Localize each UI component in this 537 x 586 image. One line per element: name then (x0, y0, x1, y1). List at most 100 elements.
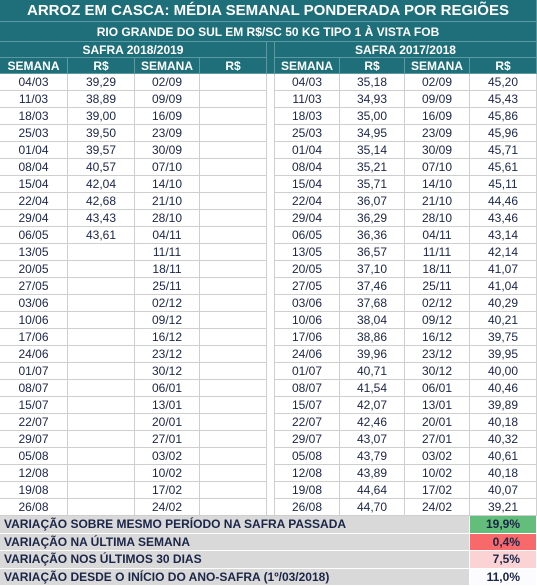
week-cell: 04/03 (0, 74, 68, 91)
week-cell: 06/05 (0, 227, 68, 244)
column-header: R$ (200, 58, 267, 74)
week-cell: 21/10 (135, 193, 200, 210)
week-cell: 09/12 (405, 312, 470, 329)
week-cell: 26/08 (0, 499, 68, 516)
week-cell: 18/03 (0, 108, 68, 125)
price-cell: 43,61 (68, 227, 135, 244)
price-cell (68, 482, 135, 499)
price-cell: 39,57 (68, 142, 135, 159)
week-cell: 22/07 (275, 414, 340, 431)
price-cell: 45,61 (470, 159, 537, 176)
week-cell: 15/04 (0, 176, 68, 193)
price-cell (200, 431, 267, 448)
week-cell: 22/04 (0, 193, 68, 210)
price-cell (68, 397, 135, 414)
column-header: SEMANA (275, 58, 340, 74)
price-cell: 40,29 (470, 295, 537, 312)
week-cell: 20/05 (0, 261, 68, 278)
price-cell (200, 363, 267, 380)
price-cell (200, 261, 267, 278)
week-cell: 06/01 (405, 380, 470, 397)
week-cell: 30/12 (405, 363, 470, 380)
week-cell: 17/02 (135, 482, 200, 499)
table-title: SAFRA 2017/2018 (275, 42, 537, 58)
week-cell: 08/04 (275, 159, 340, 176)
week-cell: 25/11 (405, 278, 470, 295)
week-cell: 13/01 (405, 397, 470, 414)
price-cell (200, 346, 267, 363)
title: ARROZ EM CASCA: MÉDIA SEMANAL PONDERADA … (0, 0, 537, 22)
price-cell (68, 312, 135, 329)
week-cell: 03/06 (275, 295, 340, 312)
week-cell: 01/04 (0, 142, 68, 159)
week-cell: 02/09 (405, 74, 470, 91)
gap-header (267, 42, 275, 74)
price-cell: 43,43 (68, 210, 135, 227)
price-cell: 43,79 (340, 448, 405, 465)
price-cell: 42,14 (470, 244, 537, 261)
week-cell: 06/05 (275, 227, 340, 244)
week-cell: 27/05 (0, 278, 68, 295)
price-cell (200, 414, 267, 431)
week-cell: 13/01 (135, 397, 200, 414)
price-cell: 39,00 (68, 108, 135, 125)
week-cell: 11/03 (0, 91, 68, 108)
price-cell: 40,00 (470, 363, 537, 380)
week-cell: 02/12 (135, 295, 200, 312)
price-cell: 40,46 (470, 380, 537, 397)
price-cell: 42,04 (68, 176, 135, 193)
summary-value: 19,9% (470, 516, 537, 534)
week-cell: 29/04 (275, 210, 340, 227)
price-cell: 38,86 (340, 329, 405, 346)
summary-value: 0,4% (470, 533, 537, 551)
week-cell: 24/02 (405, 499, 470, 516)
week-cell: 30/09 (405, 142, 470, 159)
price-cell: 37,10 (340, 261, 405, 278)
week-cell: 20/05 (275, 261, 340, 278)
price-cell (68, 261, 135, 278)
summary-value: 11,0% (470, 568, 537, 586)
column-header: SEMANA (135, 58, 200, 74)
column-header: SEMANA (405, 58, 470, 74)
summary-label: VARIAÇÃO NOS ÚLTIMOS 30 DIAS (0, 551, 470, 569)
price-cell: 45,86 (470, 108, 537, 125)
column-header: R$ (470, 58, 537, 74)
week-cell: 11/11 (405, 244, 470, 261)
price-cell: 42,07 (340, 397, 405, 414)
price-cell: 36,07 (340, 193, 405, 210)
summary-label: VARIAÇÃO SOBRE MESMO PERÍODO NA SAFRA PA… (0, 516, 470, 534)
price-cell (200, 108, 267, 125)
column-header: R$ (340, 58, 405, 74)
price-cell: 39,89 (470, 397, 537, 414)
week-cell: 18/11 (135, 261, 200, 278)
week-cell: 11/03 (275, 91, 340, 108)
week-cell: 10/02 (135, 465, 200, 482)
week-cell: 10/06 (0, 312, 68, 329)
price-cell: 39,29 (68, 74, 135, 91)
week-cell: 09/09 (135, 91, 200, 108)
week-cell: 26/08 (275, 499, 340, 516)
week-cell: 01/07 (0, 363, 68, 380)
week-cell: 23/09 (405, 125, 470, 142)
price-cell (68, 448, 135, 465)
price-cell: 41,07 (470, 261, 537, 278)
price-cell: 43,07 (340, 431, 405, 448)
price-cell: 35,18 (340, 74, 405, 91)
price-cell: 41,04 (470, 278, 537, 295)
week-cell: 29/07 (0, 431, 68, 448)
week-cell: 15/07 (275, 397, 340, 414)
price-cell: 44,46 (470, 193, 537, 210)
week-cell: 09/12 (135, 312, 200, 329)
price-cell (68, 499, 135, 516)
week-cell: 12/08 (275, 465, 340, 482)
week-cell: 16/09 (135, 108, 200, 125)
price-cell: 45,43 (470, 91, 537, 108)
price-cell (68, 431, 135, 448)
week-cell: 04/11 (135, 227, 200, 244)
week-cell: 29/07 (275, 431, 340, 448)
price-cell: 45,71 (470, 142, 537, 159)
summary-label: VARIAÇÃO NA ÚLTIMA SEMANA (0, 533, 470, 551)
price-cell: 40,71 (340, 363, 405, 380)
week-cell: 04/11 (405, 227, 470, 244)
price-cell: 39,75 (470, 329, 537, 346)
